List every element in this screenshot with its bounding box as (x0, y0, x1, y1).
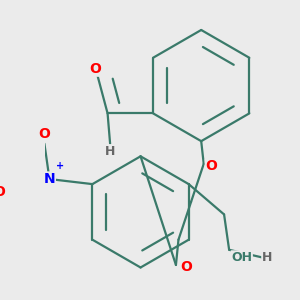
Text: O: O (0, 185, 5, 199)
Text: +: + (56, 161, 64, 171)
Text: H: H (105, 145, 115, 158)
Text: O: O (89, 62, 101, 76)
Text: O: O (180, 260, 192, 274)
Text: OH: OH (231, 251, 252, 264)
Text: N: N (44, 172, 55, 186)
Text: O: O (38, 127, 50, 141)
Text: O: O (206, 159, 217, 173)
Text: H: H (262, 251, 272, 264)
